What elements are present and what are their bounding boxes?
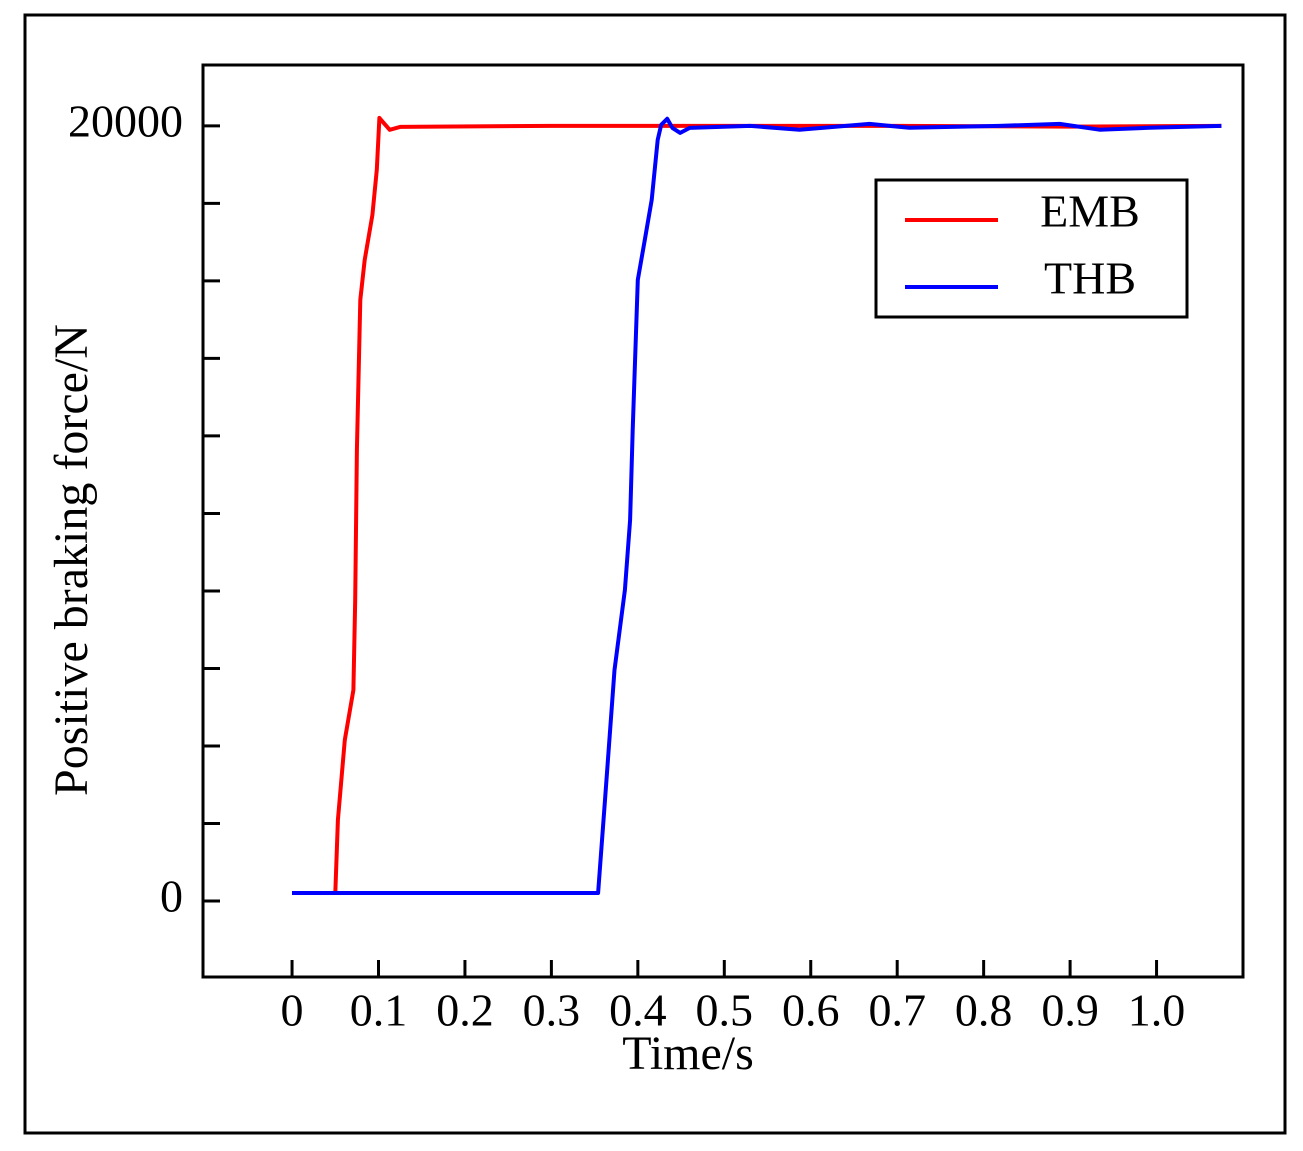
x-tick-label: 0.8 [955,985,1013,1036]
data-line [292,116,1222,895]
y-axis-label: Positive braking force/N [45,324,98,796]
y-tick-label: 20000 [68,95,183,146]
outer-frame [23,13,1287,1135]
legend-label: EMB [1040,186,1140,237]
x-tick-label: 0.7 [868,985,926,1036]
x-tick-label: 0.5 [696,985,754,1036]
x-tick-label: 0.1 [350,985,408,1036]
y-tick-label: 0 [160,871,183,922]
x-tick-label: 1.0 [1128,985,1186,1036]
x-tick-label: 0.2 [436,985,494,1036]
x-tick-label: 0 [281,985,304,1036]
legend-label: THB [1044,253,1136,304]
x-tick-label: 0.4 [609,985,667,1036]
x-tick-label: 0.9 [1041,985,1099,1036]
x-tick-label: 0.6 [782,985,840,1036]
legend [874,178,1189,319]
x-tick-label: 0.3 [523,985,581,1036]
x-axis-label: Time/s [622,1027,754,1080]
